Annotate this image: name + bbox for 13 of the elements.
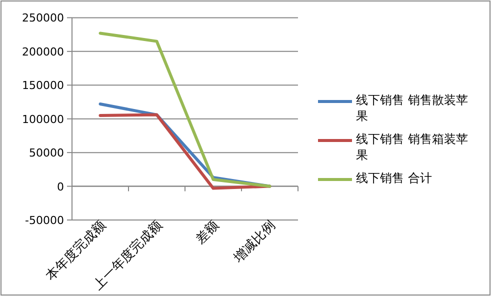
legend-label: 线下销售 合计 bbox=[356, 171, 432, 185]
y-tick-label: 150000 bbox=[22, 79, 64, 92]
line-series bbox=[98, 32, 272, 188]
y-tick-label: -50000 bbox=[25, 214, 64, 227]
y-tick-label: 0 bbox=[57, 180, 64, 194]
y-tick-label: 50000 bbox=[29, 146, 64, 160]
x-tick-label: 差额 bbox=[193, 218, 222, 248]
x-tick-label: 增减比例 bbox=[230, 218, 279, 266]
y-tick-label: 250000 bbox=[22, 12, 64, 25]
legend-label: 线下销售 销售箱装苹果 bbox=[356, 132, 468, 162]
y-tick-label: 200000 bbox=[22, 45, 64, 58]
y-tick-label: 100000 bbox=[22, 112, 64, 126]
legend-label: 线下销售 销售散装苹果 bbox=[356, 93, 468, 123]
